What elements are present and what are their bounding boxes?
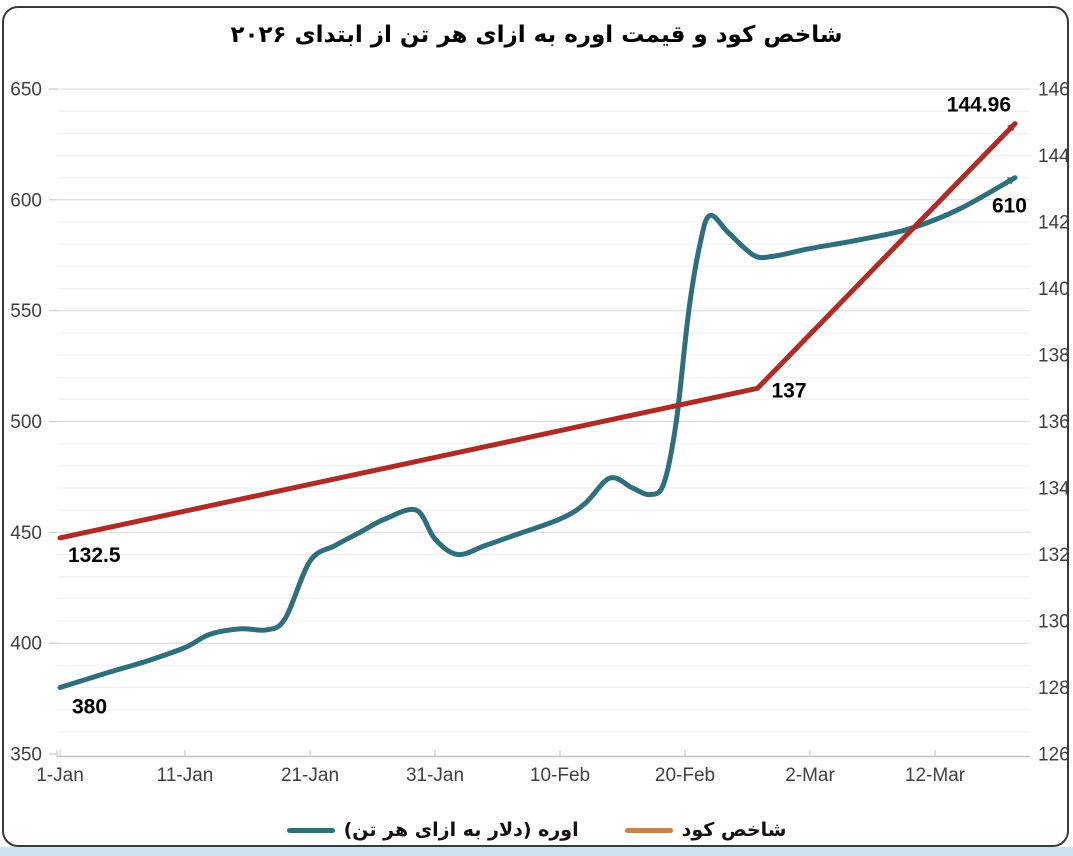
- data-label: 132.5: [68, 544, 121, 567]
- right-axis-tick-label: 136: [1038, 412, 1070, 433]
- left-axis-tick-label: 550: [10, 301, 42, 322]
- urea-line: [57, 175, 1018, 690]
- data-label: 144.96: [947, 94, 1011, 117]
- data-label: 610: [992, 195, 1027, 218]
- right-axis-tick-label: 138: [1038, 346, 1070, 367]
- x-axis-tick-label: 11-Jan: [157, 765, 214, 786]
- right-axis-tick-label: 132: [1038, 545, 1070, 566]
- right-axis-tick-label: 142: [1038, 213, 1070, 234]
- index-legend-label: شاخص کود: [681, 819, 787, 841]
- right-axis-tick-label: 140: [1038, 279, 1070, 300]
- x-axis-tick-label: 21-Jan: [281, 765, 339, 786]
- chart-legend: اوره (دلار به ازای هر تن) شاخص کود: [0, 812, 1073, 848]
- left-axis-tick-label: 500: [10, 412, 42, 433]
- chart-card: [2, 6, 1069, 847]
- x-axis-tick-label: 12-Mar: [905, 765, 966, 786]
- x-axis-tick-label: 1-Jan: [36, 765, 84, 786]
- legend-entry-urea[interactable]: اوره (دلار به ازای هر تن): [286, 819, 579, 841]
- gridlines: [57, 88, 1030, 733]
- data-labels: 132.5 380 137 144.96 610: [68, 94, 1027, 719]
- right-axis-tick-label: 134: [1038, 479, 1070, 500]
- x-axis-tick-label: 2-Mar: [785, 765, 835, 786]
- right-axis-tick-label: 130: [1038, 612, 1070, 633]
- left-axis-tick-label: 350: [10, 745, 42, 766]
- legend-entry-index[interactable]: شاخص کود: [624, 819, 787, 841]
- right-axis-tick-label: 126: [1038, 745, 1070, 766]
- axes: 650 600 550 500 450 400 350 146 144 142 140 138 136 1…: [10, 80, 1070, 787]
- data-label: 380: [72, 696, 107, 719]
- right-axis-tick-label: 144: [1038, 146, 1070, 167]
- series-lines: [57, 121, 1018, 690]
- data-label: 137: [772, 379, 807, 402]
- index-legend-swatch-icon: [624, 827, 673, 833]
- right-axis-tick-label: 128: [1038, 678, 1070, 699]
- left-axis-tick-label: 400: [10, 634, 42, 655]
- x-axis-tick-label: 10-Feb: [530, 765, 590, 786]
- left-axis-tick-label: 650: [10, 80, 42, 101]
- index-line: [57, 121, 1018, 541]
- x-axis-tick-label: 20-Feb: [655, 765, 715, 786]
- urea-legend-label: اوره (دلار به ازای هر تن): [343, 819, 579, 841]
- x-axis-tick-label: 31-Jan: [406, 765, 464, 786]
- bottom-background-strip: [0, 847, 1073, 856]
- right-axis-tick-label: 146: [1038, 80, 1070, 101]
- left-axis-tick-label: 450: [10, 523, 42, 544]
- chart-title: شاخص کود و قیمت اوره به ازای هر تن از اب…: [230, 22, 843, 48]
- urea-legend-swatch-icon: [286, 827, 335, 833]
- left-axis-tick-label: 600: [10, 190, 42, 211]
